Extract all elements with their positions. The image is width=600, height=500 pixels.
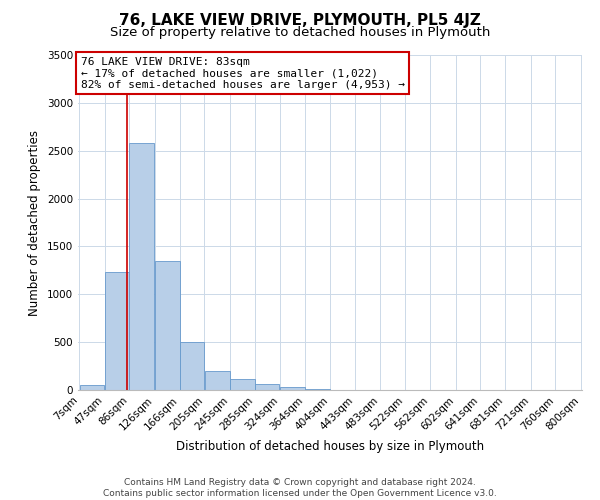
X-axis label: Distribution of detached houses by size in Plymouth: Distribution of detached houses by size … <box>176 440 484 453</box>
Bar <box>130 143 154 390</box>
Text: 76, LAKE VIEW DRIVE, PLYMOUTH, PL5 4JZ: 76, LAKE VIEW DRIVE, PLYMOUTH, PL5 4JZ <box>119 12 481 28</box>
Text: Size of property relative to detached houses in Plymouth: Size of property relative to detached ho… <box>110 26 490 39</box>
Bar <box>80 385 104 390</box>
Text: 76 LAKE VIEW DRIVE: 83sqm
← 17% of detached houses are smaller (1,022)
82% of se: 76 LAKE VIEW DRIVE: 83sqm ← 17% of detac… <box>80 56 404 90</box>
Bar <box>105 272 129 390</box>
Y-axis label: Number of detached properties: Number of detached properties <box>28 130 41 316</box>
Bar <box>180 342 204 390</box>
Bar <box>230 380 255 390</box>
Bar <box>256 384 280 390</box>
Bar <box>305 389 330 390</box>
Bar <box>205 371 230 390</box>
Bar <box>280 387 305 390</box>
Bar <box>155 261 179 390</box>
Text: Contains HM Land Registry data © Crown copyright and database right 2024.
Contai: Contains HM Land Registry data © Crown c… <box>103 478 497 498</box>
